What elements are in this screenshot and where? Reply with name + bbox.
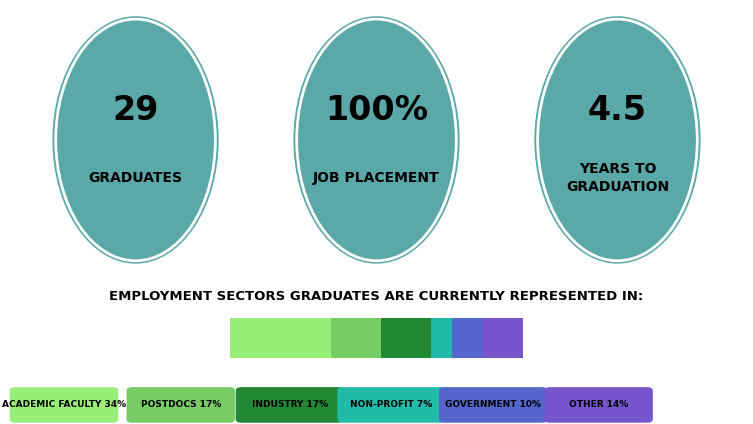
Text: 100%: 100% [325, 94, 428, 127]
Text: 4.5: 4.5 [588, 94, 647, 127]
Ellipse shape [49, 13, 222, 267]
Text: NON-PROFIT 7%: NON-PROFIT 7% [350, 400, 433, 410]
Text: INDUSTRY 17%: INDUSTRY 17% [252, 400, 328, 410]
FancyBboxPatch shape [439, 387, 547, 423]
Text: YEARS TO
GRADUATION: YEARS TO GRADUATION [566, 162, 669, 194]
Text: OTHER 14%: OTHER 14% [569, 400, 628, 410]
FancyBboxPatch shape [381, 318, 431, 358]
FancyBboxPatch shape [127, 387, 235, 423]
Text: JOB PLACEMENT: JOB PLACEMENT [313, 171, 440, 185]
FancyBboxPatch shape [431, 318, 452, 358]
Text: EMPLOYMENT SECTORS GRADUATES ARE CURRENTLY REPRESENTED IN:: EMPLOYMENT SECTORS GRADUATES ARE CURRENT… [109, 290, 644, 303]
FancyBboxPatch shape [482, 318, 523, 358]
FancyBboxPatch shape [10, 387, 118, 423]
Text: POSTDOCS 17%: POSTDOCS 17% [141, 400, 221, 410]
Ellipse shape [531, 13, 704, 267]
Text: 29: 29 [112, 94, 159, 127]
FancyBboxPatch shape [230, 318, 331, 358]
Text: ACADEMIC FACULTY 34%: ACADEMIC FACULTY 34% [2, 400, 126, 410]
Text: GRADUATES: GRADUATES [89, 171, 182, 185]
FancyBboxPatch shape [236, 387, 344, 423]
FancyBboxPatch shape [452, 318, 482, 358]
FancyBboxPatch shape [544, 387, 653, 423]
FancyBboxPatch shape [331, 318, 381, 358]
Ellipse shape [290, 13, 463, 267]
FancyBboxPatch shape [337, 387, 446, 423]
Text: GOVERNMENT 10%: GOVERNMENT 10% [445, 400, 541, 410]
